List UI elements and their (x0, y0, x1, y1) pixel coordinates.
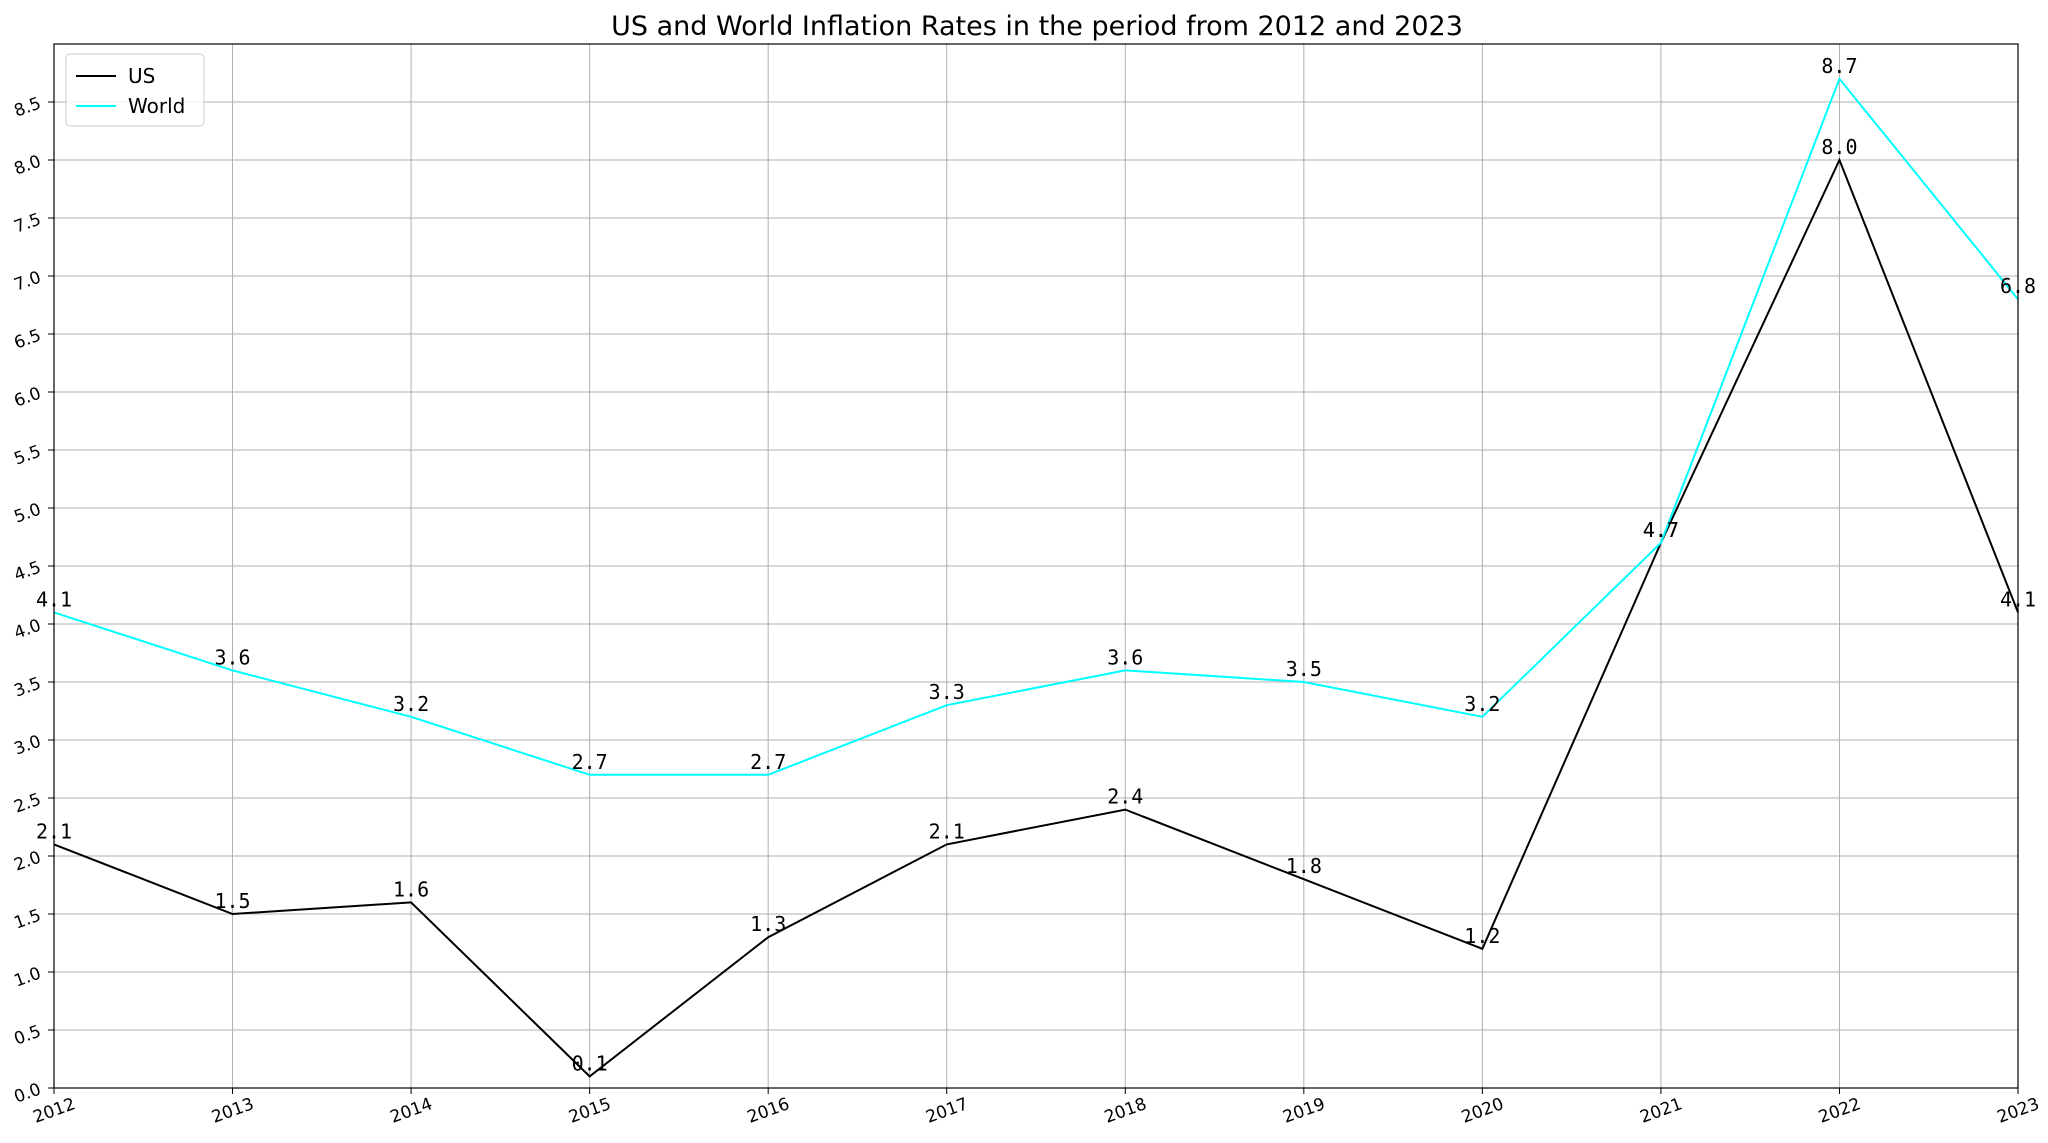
data-label-world: 2.7 (572, 750, 608, 774)
y-tick-label: 8.0 (12, 152, 44, 180)
data-label-us: 1.6 (393, 877, 429, 901)
data-label-us: 1.5 (214, 889, 250, 913)
y-tick-label: 3.5 (12, 674, 44, 702)
y-tick-label: 2.0 (12, 848, 44, 876)
legend-label-us: US (128, 64, 155, 88)
data-label-world: 8.7 (1821, 54, 1857, 78)
chart-title: US and World Inflation Rates in the peri… (611, 11, 1463, 42)
data-label-world: 3.3 (929, 680, 965, 704)
data-label-us: 1.3 (750, 912, 786, 936)
x-tick-label: 2022 (1816, 1094, 1863, 1128)
x-tick-label: 2018 (1102, 1094, 1149, 1128)
series-layer (53, 76, 2019, 1078)
y-tick-label: 1.5 (12, 906, 44, 934)
y-tick-label: 7.0 (12, 268, 44, 296)
data-label-us: 2.1 (929, 819, 965, 843)
data-label-world: 3.5 (1286, 657, 1322, 681)
data-label-world: 3.6 (1107, 645, 1143, 669)
y-tick-label: 2.5 (12, 790, 44, 818)
data-labels: 2.11.5 1.60.11.32.12.41.81.24.78.04.14.13… (36, 54, 2036, 1076)
series-line-us (53, 157, 2019, 1078)
data-label-world: 3.2 (1464, 692, 1500, 716)
data-label-world: 2.7 (750, 750, 786, 774)
x-tick-label: 2014 (388, 1094, 435, 1128)
data-label-world: 3.2 (393, 692, 429, 716)
y-tick-label: 5.5 (12, 442, 44, 470)
y-tick-label: 3.0 (12, 732, 44, 760)
x-tick-label: 2021 (1638, 1094, 1685, 1128)
y-tick-label: 5.0 (12, 500, 44, 528)
x-tick-label: 2013 (209, 1094, 256, 1128)
legend-label-world: World (128, 94, 185, 118)
data-label-world: 3.6 (214, 645, 250, 669)
legend: US World (65, 53, 205, 127)
y-tick-label: 8.5 (12, 94, 44, 122)
series-line-world (53, 76, 2019, 776)
data-label-world: 4.7 (1643, 518, 1679, 542)
x-tick-label: 2017 (923, 1094, 970, 1128)
data-label-us: 4.7 (1643, 518, 1679, 542)
y-tick-label: 0.5 (12, 1022, 44, 1050)
legend-box (65, 53, 205, 127)
y-tick-label: 7.5 (12, 210, 44, 238)
data-label-us: 8.0 (1821, 135, 1857, 159)
y-tick-label: 4.0 (12, 616, 44, 644)
x-tick-label: 2023 (1995, 1094, 2042, 1128)
y-tick-label: 1.0 (12, 964, 44, 992)
y-tick-label: 4.5 (12, 558, 44, 586)
data-label-us: 1.2 (1464, 924, 1500, 948)
data-label-us: 1.8 (1286, 854, 1322, 878)
x-tick-label: 2015 (566, 1094, 613, 1128)
x-tick-label: 2020 (1459, 1094, 1506, 1128)
gridlines (53, 44, 2019, 1089)
x-axis-ticks: 2012 2013 2014 2015 2016 2017 2018 2019 2020 2021… (31, 1088, 2042, 1128)
data-label-us: 2.4 (1107, 785, 1143, 809)
x-tick-label: 2016 (745, 1094, 792, 1128)
x-tick-label: 2019 (1280, 1094, 1327, 1128)
data-label-us: 0.1 (572, 1051, 608, 1075)
y-tick-label: 6.5 (12, 326, 44, 354)
y-tick-label: 6.0 (12, 384, 44, 412)
y-tick-label: 0.0 (12, 1080, 44, 1108)
